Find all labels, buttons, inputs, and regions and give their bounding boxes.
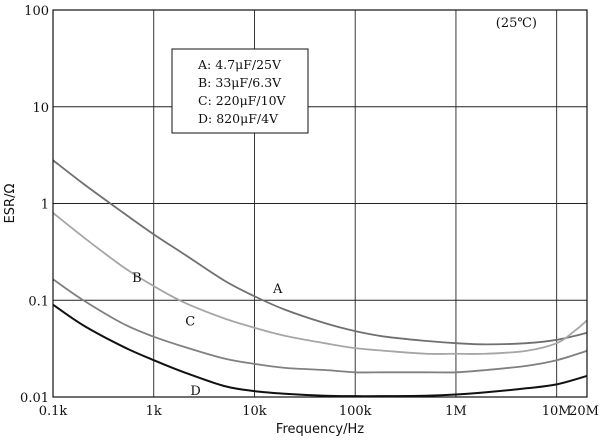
x-tick-label: 10M	[542, 404, 572, 419]
series-a-line	[52, 159, 588, 346]
x-tick-label: 10k	[242, 404, 267, 419]
curves	[52, 159, 588, 398]
series-b-label: B	[132, 271, 142, 286]
y-tick-label: 0.01	[20, 391, 49, 406]
y-axis-label: ESR/Ω	[3, 184, 18, 224]
x-axis-label: Frequency/Hz	[276, 422, 364, 437]
series-a-label: A	[272, 282, 283, 297]
y-axis-ticks: 0.01 0.1 1 10 100	[20, 4, 49, 406]
x-tick-label: 1M	[445, 404, 467, 419]
x-tick-label: 100k	[339, 404, 372, 419]
y-tick-label: 1	[41, 198, 49, 213]
grid	[53, 10, 587, 397]
temperature-annotation: (25℃)	[496, 16, 537, 31]
plot-frame	[52, 9, 588, 398]
series-d-label: D	[190, 384, 200, 399]
curve-labels: A B C D	[132, 271, 283, 399]
series-d-line	[52, 303, 588, 398]
series-b-line	[52, 212, 588, 355]
series-c-label: C	[185, 315, 195, 330]
legend-entry: C: 220μF/10V	[198, 93, 287, 108]
legend: A: 4.7μF/25V B: 33μF/6.3V C: 220μF/10V D: 8…	[171, 48, 309, 134]
y-tick-label: 10	[32, 101, 49, 116]
legend-entry: D: 820μF/4V	[198, 111, 279, 126]
x-tick-label: 20M	[569, 404, 599, 419]
x-tick-label: 0.1k	[39, 404, 68, 419]
y-tick-label: 100	[24, 4, 49, 19]
x-tick-label: 1k	[146, 404, 162, 419]
y-tick-label: 0.1	[28, 294, 49, 309]
legend-entry: A: 4.7μF/25V	[197, 57, 282, 72]
legend-entry: B: 33μF/6.3V	[198, 75, 282, 90]
legend-box	[171, 48, 309, 134]
series-c-line	[52, 278, 588, 374]
